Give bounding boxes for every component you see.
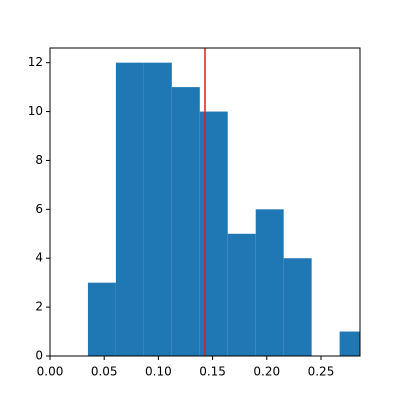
x-tick-label: 0.10 xyxy=(145,365,172,379)
bar xyxy=(255,209,284,356)
plot-area xyxy=(87,48,360,356)
bar xyxy=(199,111,228,356)
y-tick-label: 2 xyxy=(35,300,43,314)
bar xyxy=(171,87,200,356)
y-tick-label: 10 xyxy=(28,104,43,118)
bar xyxy=(87,282,116,356)
bar xyxy=(283,258,312,356)
x-tick-label: 0.00 xyxy=(37,365,64,379)
x-tick-label: 0.05 xyxy=(91,365,118,379)
bar xyxy=(339,331,360,356)
y-tick-label: 4 xyxy=(35,251,43,265)
bar xyxy=(143,62,172,356)
x-tick-label: 0.20 xyxy=(253,365,280,379)
x-tick-label: 0.25 xyxy=(308,365,335,379)
y-tick-label: 12 xyxy=(28,55,43,69)
bar xyxy=(115,62,144,356)
y-tick-label: 8 xyxy=(35,153,43,167)
y-tick-label: 6 xyxy=(35,202,43,216)
x-tick-label: 0.15 xyxy=(199,365,226,379)
y-tick-label: 0 xyxy=(35,349,43,363)
bar xyxy=(227,233,256,356)
axes-frame xyxy=(49,47,361,357)
